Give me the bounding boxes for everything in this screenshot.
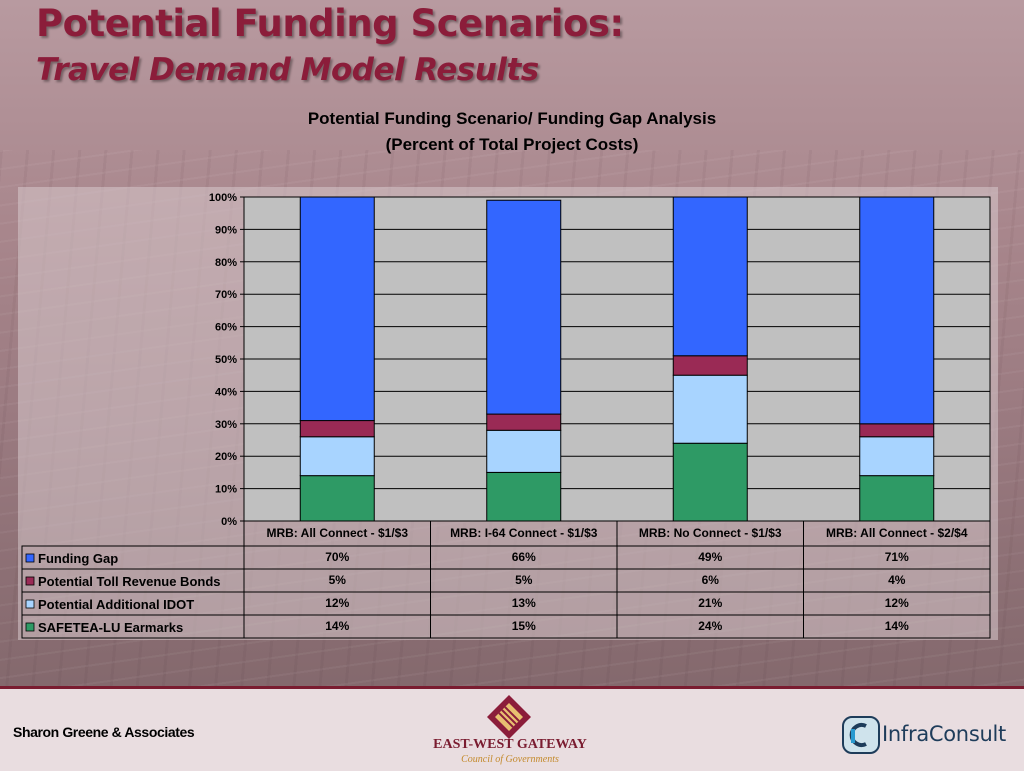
bar-segment	[486, 199, 562, 415]
data-table-value: 70%	[325, 550, 349, 564]
data-table-value: 4%	[888, 573, 906, 587]
bar-segment	[299, 436, 375, 477]
y-tick-label: 60%	[215, 322, 237, 334]
bar-segment	[672, 442, 748, 522]
data-table-value: 14%	[325, 619, 349, 633]
legend-entry: Potential Toll Revenue Bonds	[38, 574, 221, 589]
y-tick-label: 40%	[215, 386, 237, 398]
data-table-value: 6%	[702, 573, 720, 587]
footer-credit: Sharon Greene & Associates	[13, 724, 195, 740]
y-tick-label: 80%	[215, 257, 237, 269]
y-tick-label: 50%	[215, 354, 237, 366]
legend-key	[25, 622, 35, 632]
y-tick-label: 20%	[215, 451, 237, 463]
bar-segment	[672, 196, 748, 357]
slide-title: Potential Funding Scenarios:	[36, 2, 624, 45]
chart-title: Potential Funding Scenario/ Funding Gap …	[307, 109, 717, 128]
data-table-value: 5%	[329, 573, 347, 587]
data-table-value: 49%	[698, 550, 722, 564]
data-table-value: 12%	[885, 596, 909, 610]
bar-segment	[672, 355, 748, 376]
x-category-label: MRB: I-64 Connect - $1/$3	[450, 526, 598, 540]
slide-subtitle: Travel Demand Model Results	[36, 52, 539, 88]
data-table-value: 12%	[325, 596, 349, 610]
y-tick-label: 90%	[215, 224, 237, 236]
legend-key	[25, 553, 35, 563]
legend-key	[25, 599, 35, 609]
infraconsult-logo-icon	[842, 716, 880, 754]
data-table-value: 5%	[515, 573, 533, 587]
bar-segment	[486, 413, 562, 431]
bar-segment	[486, 471, 562, 522]
y-tick-label: 0%	[221, 516, 237, 528]
bar-segment	[672, 374, 748, 444]
bar-segment	[859, 475, 935, 522]
legend-entry: Potential Additional IDOT	[38, 597, 194, 612]
data-table-value: 14%	[885, 619, 909, 633]
x-category-label: MRB: All Connect - $1/$3	[266, 526, 408, 540]
bar-segment	[859, 436, 935, 477]
data-table-value: 71%	[885, 550, 909, 564]
footer-org-name: EAST-WEST GATEWAY	[433, 737, 587, 752]
bar-segment	[859, 423, 935, 438]
chart-subtitle: (Percent of Total Project Costs)	[385, 135, 639, 154]
x-category-label: MRB: All Connect - $2/$4	[826, 526, 968, 540]
footer-partner-name: InfraConsult	[882, 722, 1006, 746]
legend-entry: Funding Gap	[38, 551, 118, 566]
bar-segment	[299, 420, 375, 438]
data-table-value: 66%	[512, 550, 536, 564]
bar-segment	[486, 429, 562, 473]
data-table-value: 21%	[698, 596, 722, 610]
legend-key	[25, 576, 35, 586]
bar-segment	[859, 196, 935, 425]
y-tick-label: 100%	[209, 192, 237, 204]
footer-org-subtitle: Council of Governments	[461, 754, 559, 765]
x-category-label: MRB: No Connect - $1/$3	[639, 526, 782, 540]
data-table-value: 15%	[512, 619, 536, 633]
bar-segment	[299, 196, 375, 422]
data-table-value: 13%	[512, 596, 536, 610]
data-table-value: 24%	[698, 619, 722, 633]
y-tick-label: 70%	[215, 289, 237, 301]
y-tick-label: 30%	[215, 419, 237, 431]
bar-segment	[299, 475, 375, 522]
east-west-gateway-logo	[487, 695, 531, 739]
y-tick-label: 10%	[215, 484, 237, 496]
legend-entry: SAFETEA-LU Earmarks	[38, 620, 183, 635]
